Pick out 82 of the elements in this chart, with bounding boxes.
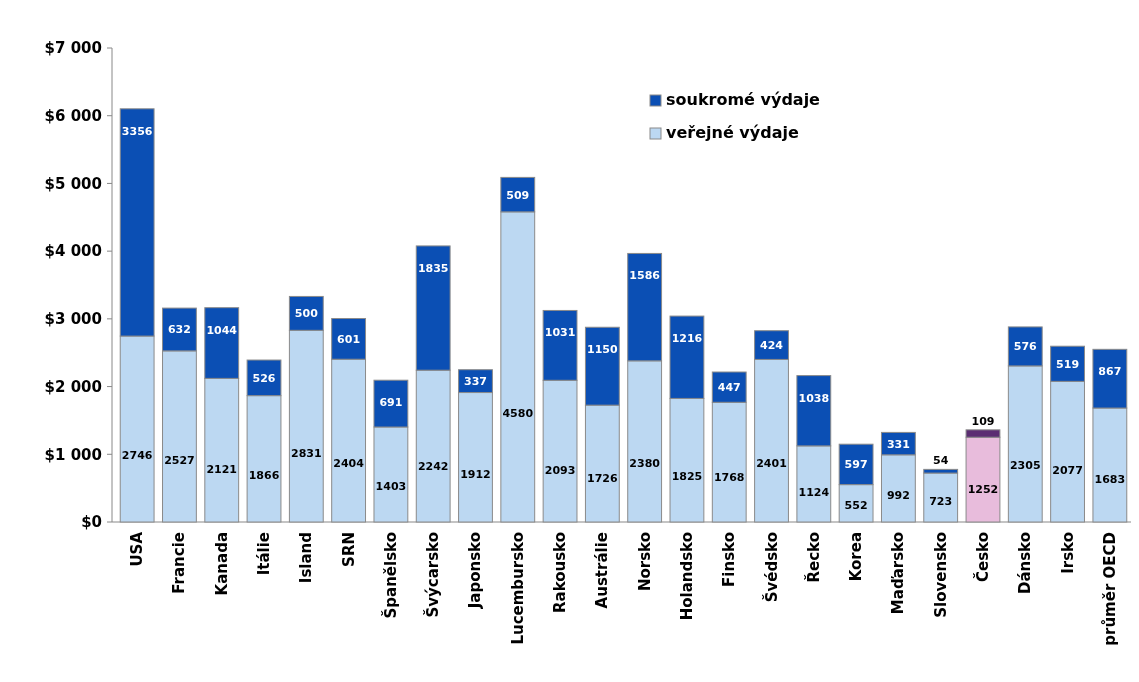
- data-label: 576: [1013, 340, 1038, 354]
- data-label: 2077: [1052, 464, 1083, 478]
- data-label: 447: [717, 381, 741, 395]
- data-label: 1252: [967, 483, 999, 497]
- data-label: 2093: [544, 463, 576, 477]
- data-label: 2527: [164, 453, 195, 467]
- data-label: 632: [167, 323, 191, 337]
- data-label: 1031: [544, 326, 576, 340]
- x-tick-label: Island: [297, 532, 316, 584]
- x-tick-label: Itálie: [255, 532, 274, 576]
- data-label: 691: [379, 396, 403, 410]
- x-tick-label: Švédsko: [761, 532, 781, 603]
- data-label: 331: [886, 437, 910, 451]
- data-label: 1912: [460, 467, 491, 481]
- data-label: 54: [933, 454, 949, 468]
- y-tick-label: $2 000: [44, 377, 102, 396]
- data-label: 2746: [121, 448, 153, 462]
- data-label: 1586: [629, 269, 661, 283]
- data-label: 1403: [375, 479, 407, 493]
- data-label: 337: [463, 375, 487, 389]
- x-tick-label: Španělsko: [380, 532, 400, 619]
- data-label: 1825: [671, 469, 703, 483]
- data-label: 2401: [756, 456, 787, 470]
- data-label: 1216: [671, 332, 703, 346]
- x-tick-label: Kanada: [212, 532, 231, 596]
- data-label: 4580: [502, 406, 534, 420]
- data-label: 867: [1098, 365, 1122, 379]
- x-tick-label: Slovensko: [931, 532, 950, 618]
- x-tick-label: Švýcarsko: [423, 532, 443, 618]
- x-tick-label: Maďarsko: [889, 532, 908, 615]
- x-tick-label: Irsko: [1058, 532, 1077, 574]
- data-label: 509: [506, 188, 530, 202]
- x-tick-label: Lucembursko: [508, 532, 527, 645]
- x-tick-label: Česko: [972, 532, 992, 582]
- data-label: 109: [971, 414, 995, 428]
- data-label: 2242: [417, 460, 449, 474]
- data-label: 1124: [798, 486, 830, 500]
- x-tick-label: Norsko: [635, 532, 654, 592]
- data-label: 500: [294, 307, 319, 321]
- data-label: 2121: [206, 463, 238, 477]
- data-label: 1835: [417, 261, 449, 275]
- y-tick-label: $1 000: [44, 445, 102, 464]
- data-label: 2831: [291, 446, 322, 460]
- data-label: 1726: [587, 472, 618, 486]
- data-label: 992: [886, 489, 910, 503]
- x-tick-label: Rakousko: [551, 532, 570, 614]
- y-tick-label: $0: [81, 513, 102, 532]
- y-tick-label: $3 000: [44, 310, 102, 329]
- data-label: 519: [1056, 357, 1080, 371]
- data-label: 424: [760, 339, 784, 353]
- data-label: 1768: [713, 471, 745, 485]
- data-label: 3356: [121, 124, 153, 138]
- legend-label: soukromé výdaje: [666, 90, 821, 109]
- x-tick-label: USA: [128, 531, 147, 567]
- y-tick-label: $6 000: [44, 106, 102, 125]
- data-label: 2380: [629, 457, 661, 471]
- x-tick-label: Japonsko: [466, 532, 485, 610]
- x-tick-label: Řecko: [803, 532, 823, 583]
- x-tick-label: SRN: [339, 532, 358, 567]
- data-label: 2305: [1009, 458, 1041, 472]
- data-label: 1866: [248, 469, 280, 483]
- data-label: 601: [337, 332, 361, 346]
- data-label: 552: [844, 499, 868, 513]
- data-label: 597: [844, 458, 868, 472]
- x-tick-label: Austrálie: [593, 532, 612, 609]
- y-tick-label: $5 000: [44, 174, 102, 193]
- data-label: 526: [252, 371, 276, 385]
- data-label: 1683: [1094, 473, 1126, 487]
- data-label: 723: [929, 495, 953, 509]
- legend-label: veřejné výdaje: [666, 123, 799, 142]
- y-tick-label: $4 000: [44, 242, 102, 261]
- x-tick-label: Korea: [847, 532, 866, 582]
- data-label: 1038: [798, 391, 830, 405]
- x-tick-label: Francie: [170, 532, 189, 594]
- x-tick-label: Holandsko: [677, 532, 696, 621]
- x-tick-label: Dánsko: [1016, 532, 1035, 595]
- x-tick-label: průměr OECD: [1100, 532, 1119, 646]
- data-label: 1044: [206, 323, 238, 337]
- data-label: 1150: [587, 343, 618, 357]
- data-label: 2404: [333, 456, 365, 470]
- y-tick-label: $7 000: [44, 39, 102, 58]
- x-tick-label: Finsko: [720, 532, 739, 587]
